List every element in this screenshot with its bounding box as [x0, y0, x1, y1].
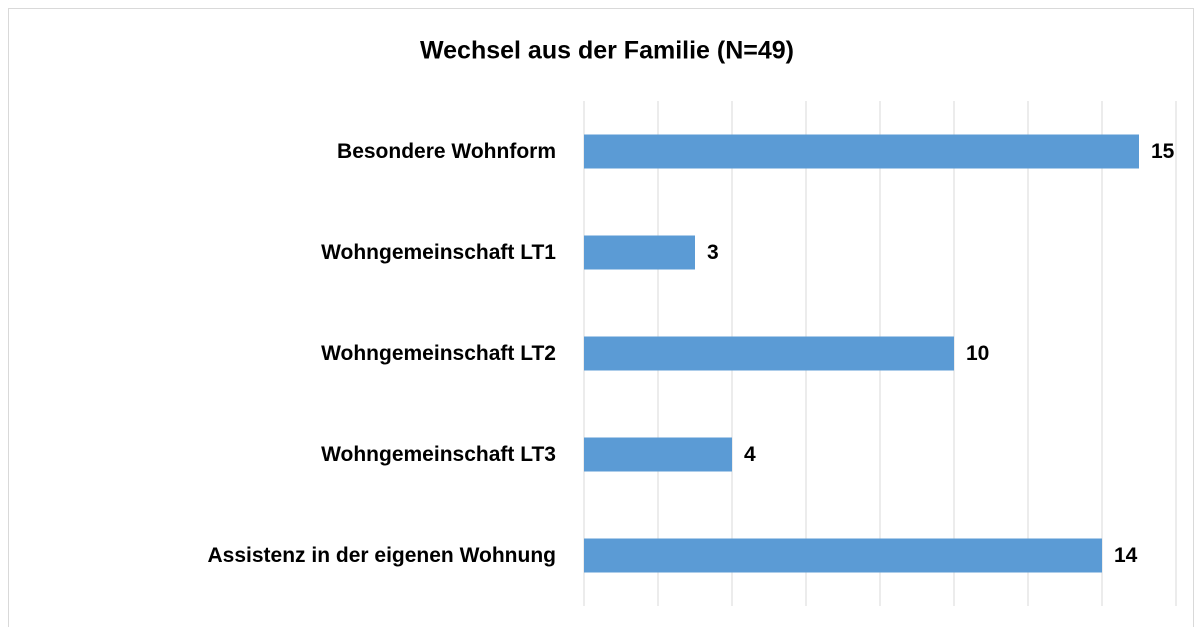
bar [584, 134, 1139, 169]
category-label: Wohngemeinschaft LT3 [321, 443, 556, 466]
chart-title: Wechsel aus der Familie (N=49) [420, 37, 794, 65]
value-label: 10 [966, 342, 989, 365]
category-label: Besondere Wohnform [337, 140, 556, 163]
bar [584, 235, 695, 270]
bar [584, 437, 732, 472]
value-label: 4 [744, 443, 756, 466]
category-label: Assistenz in der eigenen Wohnung [208, 544, 556, 567]
category-label: Wohngemeinschaft LT2 [321, 342, 556, 365]
chart-frame [8, 8, 1194, 627]
value-label: 3 [707, 241, 719, 264]
bar [584, 538, 1102, 573]
bar [584, 336, 954, 371]
value-label: 15 [1151, 140, 1175, 163]
category-label: Wohngemeinschaft LT1 [321, 241, 556, 264]
value-label: 14 [1114, 544, 1138, 567]
